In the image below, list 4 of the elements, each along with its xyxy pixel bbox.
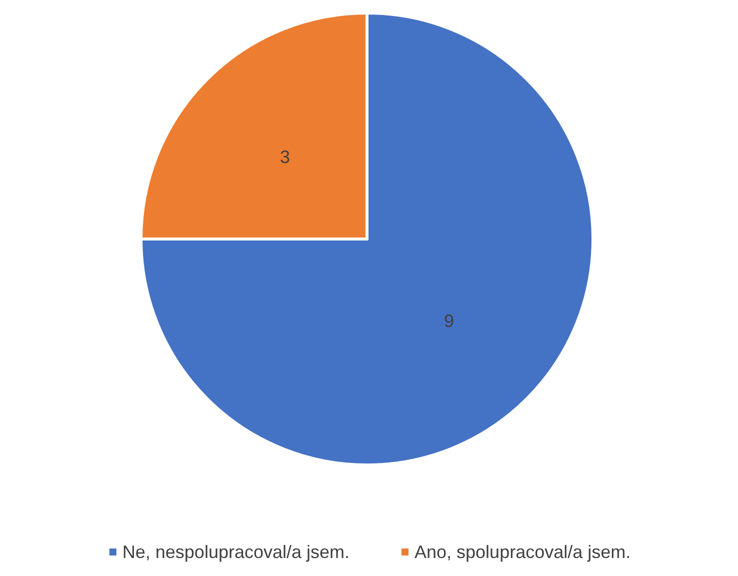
data-label: 3 bbox=[280, 146, 290, 167]
legend-label: Ne, nespolupracoval/a jsem. bbox=[122, 542, 350, 562]
legend-label: Ano, spolupracoval/a jsem. bbox=[414, 542, 631, 562]
data-label: 9 bbox=[444, 311, 454, 332]
